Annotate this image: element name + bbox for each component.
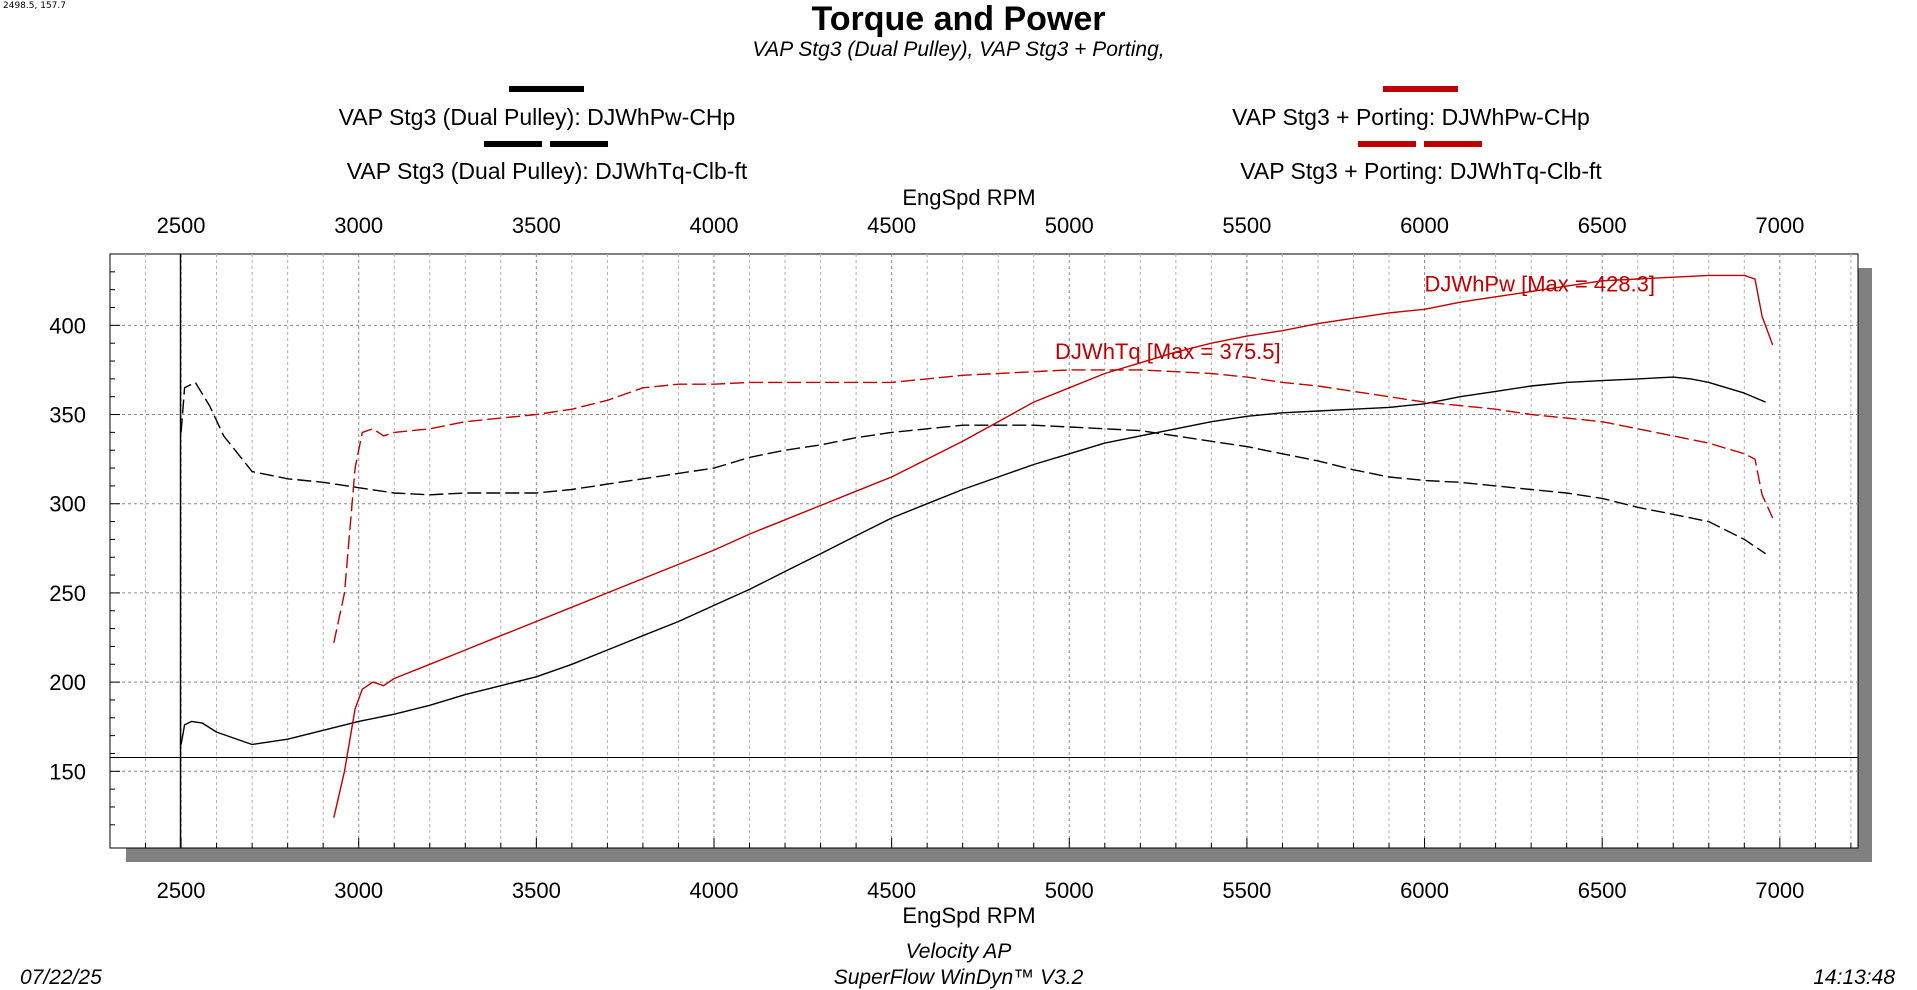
- plot-area: [109, 253, 1859, 849]
- x-tick-label-bottom: 6500: [1578, 878, 1627, 903]
- x-tick-label-bottom: 5500: [1222, 878, 1271, 903]
- x-axis-label-bottom: EngSpd RPM: [902, 903, 1035, 928]
- x-tick-label-top: 2500: [157, 213, 206, 238]
- x-tick-label-top: 7000: [1755, 213, 1804, 238]
- chart-subtitle: VAP Stg3 (Dual Pulley), VAP Stg3 + Porti…: [752, 38, 1165, 61]
- cursor-coordinate-readout: 2498.5, 157.7: [3, 1, 66, 11]
- y-tick-label: 400: [49, 313, 86, 338]
- y-tick-label: 250: [49, 581, 86, 606]
- x-tick-label-top: 5000: [1045, 213, 1094, 238]
- x-tick-label-top: 4500: [867, 213, 916, 238]
- legend-label-porting-power: VAP Stg3 + Porting: DJWhPw-CHp: [1232, 104, 1590, 130]
- x-tick-label-bottom: 7000: [1755, 878, 1804, 903]
- footer-date: 07/22/25: [20, 966, 102, 989]
- footer-time: 14:13:48: [1813, 966, 1895, 989]
- chart-title: Torque and Power: [811, 0, 1106, 38]
- x-tick-label-bottom: 3500: [512, 878, 561, 903]
- x-tick-label-top: 6000: [1400, 213, 1449, 238]
- tick-labels: 2500 2500 3000 3000 3500 3500 4000 4000 4500 4500…: [49, 213, 1804, 903]
- series-line-1: [180, 381, 1766, 555]
- x-tick-label-top: 3500: [512, 213, 561, 238]
- max-annotation-0: DJWhPw [Max = 428.3]: [1425, 271, 1655, 296]
- grid-lines: [110, 254, 1858, 848]
- annotations: DJWhPw [Max = 428.3] DJWhTq [Max = 375.5]: [1055, 271, 1655, 364]
- legend-label-dual-pulley-power: VAP Stg3 (Dual Pulley): DJWhPw-CHp: [338, 104, 736, 130]
- y-tick-label: 150: [49, 759, 86, 784]
- y-tick-label: 200: [49, 670, 86, 695]
- series-line-3: [333, 369, 1774, 644]
- series-line-0: [180, 376, 1766, 746]
- x-tick-label-bottom: 4000: [690, 878, 739, 903]
- x-tick-label-top: 6500: [1578, 213, 1627, 238]
- legend-label-dual-pulley-torque: VAP Stg3 (Dual Pulley): DJWhTq-Clb-ft: [346, 158, 748, 184]
- max-annotation-1: DJWhTq [Max = 375.5]: [1055, 339, 1281, 364]
- x-tick-label-bottom: 6000: [1400, 878, 1449, 903]
- x-tick-label-bottom: 5000: [1045, 878, 1094, 903]
- x-tick-label-top: 3000: [334, 213, 383, 238]
- x-tick-label-bottom: 3000: [334, 878, 383, 903]
- footer-software: SuperFlow WinDyn™ V3.2: [833, 966, 1084, 989]
- y-tick-label: 300: [49, 492, 86, 517]
- x-tick-label-bottom: 2500: [157, 878, 206, 903]
- series-line-2: [333, 274, 1774, 818]
- x-tick-label-top: 5500: [1222, 213, 1271, 238]
- y-tick-label: 350: [49, 403, 86, 428]
- x-axis-label-top: EngSpd RPM: [902, 185, 1035, 210]
- series-lines: [180, 274, 1774, 818]
- x-tick-label-top: 4000: [690, 213, 739, 238]
- footer-shop: Velocity AP: [905, 940, 1012, 963]
- x-tick-label-bottom: 4500: [867, 878, 916, 903]
- legend-label-porting-torque: VAP Stg3 + Porting: DJWhTq-Clb-ft: [1240, 158, 1602, 184]
